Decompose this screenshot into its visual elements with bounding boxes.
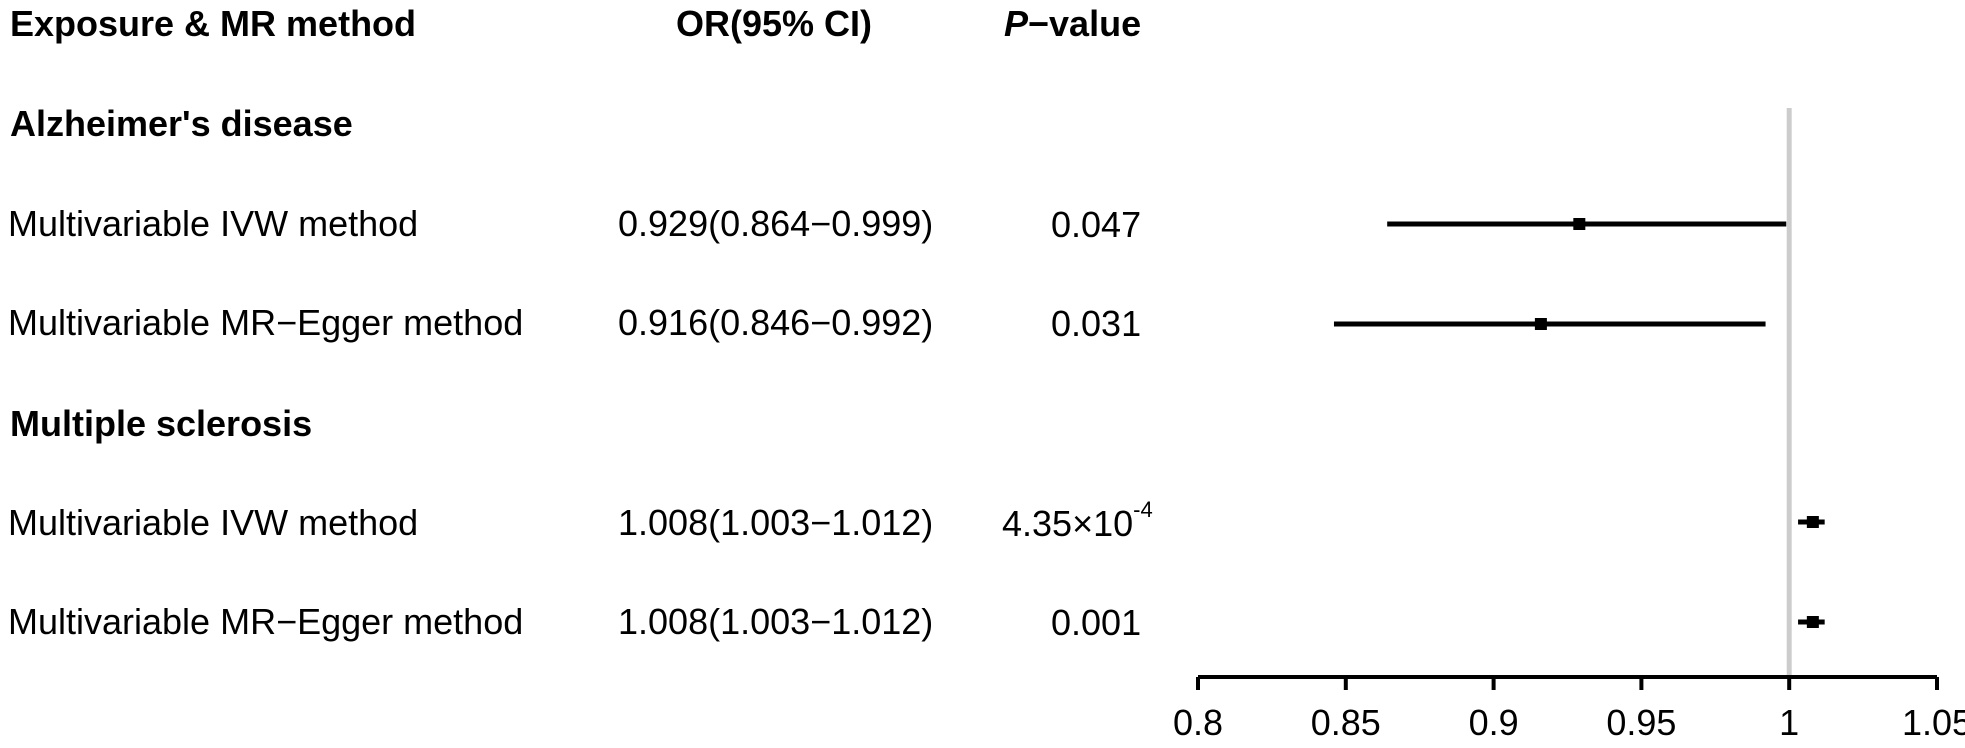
group-title-multiple-sclerosis: Multiple sclerosis bbox=[10, 403, 313, 444]
row-p-main: 4.35×10 bbox=[1002, 503, 1134, 544]
row-method: Multivariable MR−Egger method bbox=[8, 601, 524, 642]
header-p-italic: P bbox=[1004, 3, 1029, 44]
header-p-value: P−value bbox=[1004, 6, 1141, 42]
group-title-alzheimers: Alzheimer's disease bbox=[10, 103, 353, 144]
x-tick-label: 0.85 bbox=[1311, 702, 1381, 743]
row-p-main: 0.001 bbox=[1051, 602, 1142, 643]
or-point bbox=[1534, 318, 1547, 330]
row-method: Multivariable IVW method bbox=[8, 502, 419, 543]
row-method: Multivariable IVW method bbox=[8, 203, 419, 244]
or-point bbox=[1806, 616, 1819, 628]
row-p-main: 0.047 bbox=[1051, 204, 1142, 245]
x-tick-label: 1.05 bbox=[1902, 702, 1965, 743]
forest-marks bbox=[1333, 218, 1825, 628]
row-p-main: 0.031 bbox=[1051, 303, 1142, 344]
row-or-ci: 1.008(1.003−1.012) bbox=[618, 502, 934, 543]
row-p-value: 0.047 bbox=[1051, 206, 1141, 243]
row-or-ci: 0.929(0.864−0.999) bbox=[618, 203, 934, 244]
row-or-ci: 1.008(1.003−1.012) bbox=[618, 601, 934, 642]
or-point bbox=[1573, 218, 1586, 230]
row-p-exponent: -4 bbox=[1133, 497, 1153, 522]
row-method: Multivariable MR−Egger method bbox=[8, 302, 524, 343]
row-p-value: 4.35×10-4 bbox=[1002, 499, 1153, 544]
header-exposure: Exposure & MR method bbox=[10, 3, 417, 44]
header-p-rest: −value bbox=[1028, 3, 1142, 44]
or-point bbox=[1806, 516, 1819, 528]
x-axis-ticks: 0.8 0.85 0.9 0.95 1 1.05 bbox=[1173, 677, 1965, 743]
row-p-value: 0.031 bbox=[1051, 305, 1141, 342]
x-tick-label: 1 bbox=[1779, 702, 1799, 743]
header-or-ci: OR(95% CI) bbox=[676, 3, 873, 44]
x-tick-label: 0.9 bbox=[1469, 702, 1519, 743]
row-p-value: 0.001 bbox=[1051, 604, 1141, 641]
x-tick-label: 0.8 bbox=[1173, 702, 1223, 743]
row-or-ci: 0.916(0.846−0.992) bbox=[618, 302, 934, 343]
x-tick-label: 0.95 bbox=[1606, 702, 1676, 743]
